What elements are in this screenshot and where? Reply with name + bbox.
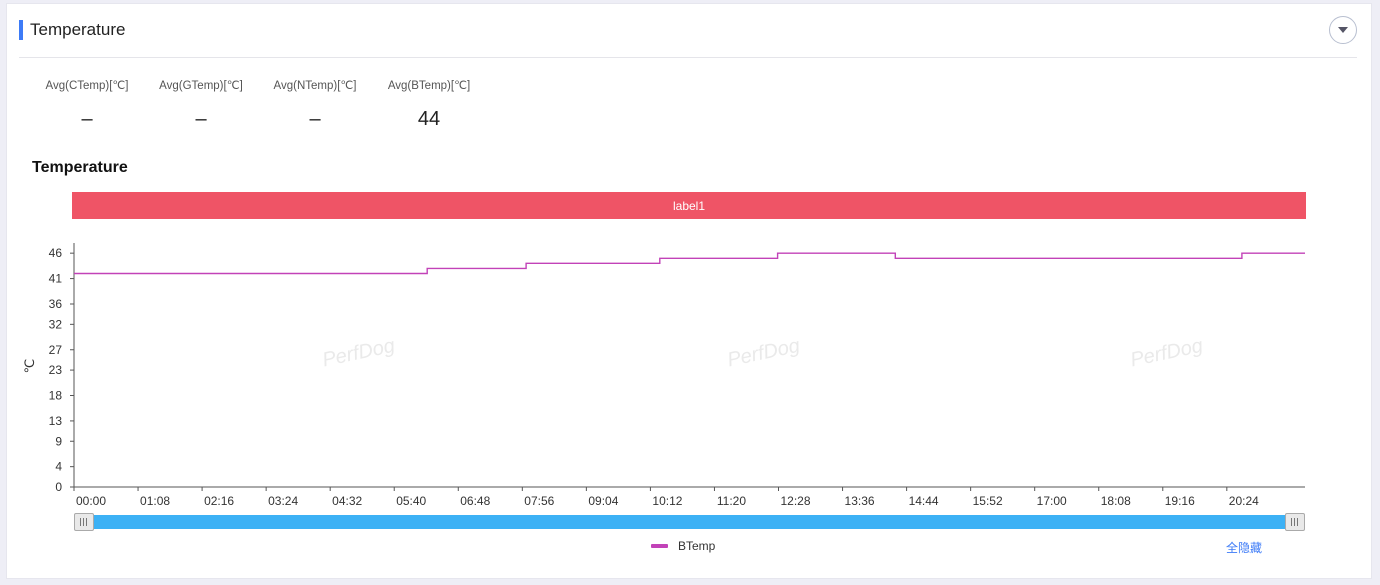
zoom-slider-right-handle[interactable] (1285, 513, 1305, 531)
y-tick-label: 46 (49, 246, 63, 260)
metric-label-gtemp: Avg(GTemp)[℃] (159, 80, 243, 92)
y-tick-label: 27 (49, 343, 63, 357)
temperature-panel (6, 3, 1372, 579)
x-tick-label: 05:40 (396, 494, 426, 508)
legend-swatch (651, 544, 668, 548)
y-tick-label: 41 (49, 272, 63, 286)
x-tick-label: 17:00 (1037, 494, 1067, 508)
hide-all-link[interactable]: 全隐藏 (1226, 541, 1263, 555)
chart-title: Temperature (32, 159, 128, 176)
x-tick-label: 02:16 (204, 494, 234, 508)
metric-value-btemp: 44 (417, 108, 441, 130)
chevron-down-icon (1338, 27, 1348, 33)
x-tick-label: 06:48 (460, 494, 490, 508)
x-tick-label: 13:36 (845, 494, 875, 508)
x-tick-label: 00:00 (76, 494, 106, 508)
x-tick-label: 09:04 (588, 494, 618, 508)
header-accent-bar (19, 20, 23, 40)
series-line-btemp (74, 252, 1305, 275)
y-tick-label: 32 (49, 317, 63, 331)
x-tick-label: 03:24 (268, 494, 298, 508)
zoom-slider-left-handle[interactable] (74, 513, 94, 531)
header-divider (19, 57, 1357, 58)
metric-label-btemp: Avg(BTemp)[℃] (387, 80, 471, 92)
label-band[interactable]: label1 (72, 192, 1306, 219)
y-axis-label: ℃ (23, 359, 38, 374)
metric-value-ntemp: – (309, 108, 321, 130)
x-tick-label: 01:08 (140, 494, 170, 508)
y-tick-label: 9 (55, 434, 62, 448)
metric-value-gtemp: – (195, 108, 207, 130)
legend-item-btemp[interactable]: BTemp (651, 539, 715, 553)
x-tick-label: 20:24 (1229, 494, 1259, 508)
grip-icon (1291, 518, 1299, 526)
panel-title: Temperature (30, 20, 126, 39)
y-tick-label: 23 (49, 363, 63, 377)
legend-label: BTemp (678, 539, 716, 553)
x-tick-label: 04:32 (332, 494, 362, 508)
collapse-button[interactable] (1329, 16, 1357, 44)
grip-icon (80, 518, 88, 526)
y-tick-label: 13 (49, 414, 63, 428)
x-tick-label: 15:52 (973, 494, 1003, 508)
y-tick-label: 18 (49, 389, 63, 403)
y-tick-label: 4 (55, 460, 62, 474)
x-tick-label: 12:28 (780, 494, 810, 508)
x-tick-label: 19:16 (1165, 494, 1195, 508)
metric-label-ntemp: Avg(NTemp)[℃] (273, 80, 357, 92)
x-tick-label: 14:44 (909, 494, 939, 508)
x-tick-label: 11:20 (717, 494, 746, 508)
y-tick-label: 36 (49, 297, 63, 311)
x-tick-label: 18:08 (1101, 494, 1131, 508)
y-tick-label: 0 (55, 480, 62, 494)
metric-label-ctemp: Avg(CTemp)[℃] (45, 80, 129, 92)
x-tick-label: 10:12 (652, 494, 682, 508)
x-tick-label: 07:56 (524, 494, 554, 508)
zoom-slider-track[interactable] (74, 515, 1305, 529)
metric-value-ctemp: – (81, 108, 93, 130)
